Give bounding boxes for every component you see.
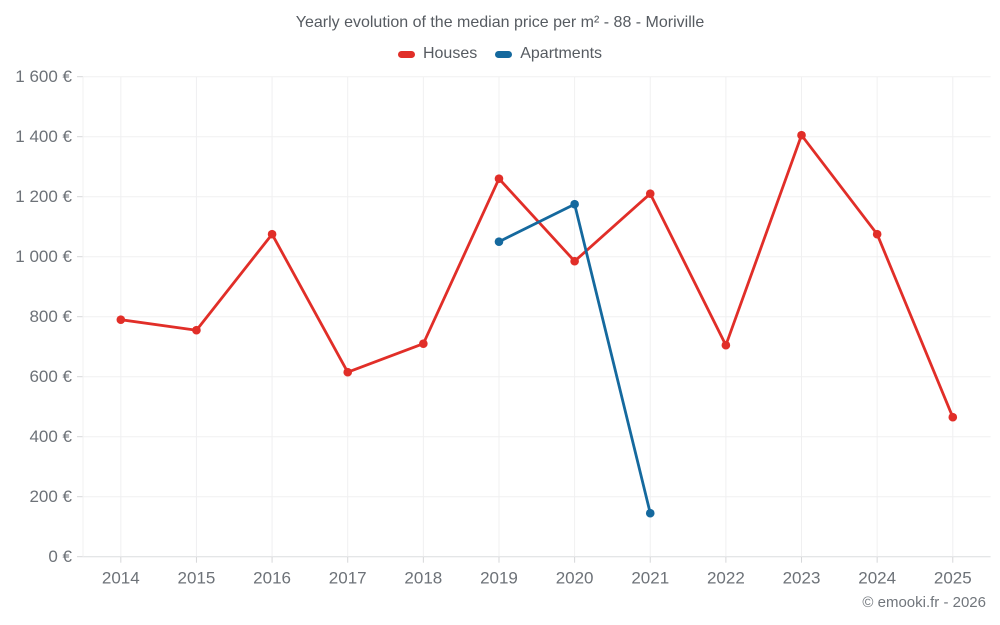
data-point-houses-2016[interactable] bbox=[267, 229, 277, 239]
data-point-houses-2025[interactable] bbox=[948, 412, 958, 422]
y-axis-label: 600 € bbox=[29, 367, 72, 386]
chart-legend: Houses Apartments bbox=[0, 45, 1000, 63]
legend-swatch-houses-icon bbox=[397, 50, 415, 58]
series-line-houses bbox=[119, 133, 955, 419]
data-point-houses-2022[interactable] bbox=[721, 340, 731, 350]
data-point-houses-2019[interactable] bbox=[494, 174, 504, 183]
legend-label-apartments: Apartments bbox=[520, 45, 603, 62]
legend-item-houses[interactable]: Houses bbox=[397, 45, 478, 63]
legend-swatch-apartments-icon bbox=[495, 50, 513, 58]
data-point-houses-2021[interactable] bbox=[645, 189, 655, 198]
data-point-houses-2015[interactable] bbox=[192, 325, 201, 335]
x-axis-label: 2024 bbox=[858, 569, 896, 588]
copyright-text: © emooki.fr - 2026 bbox=[862, 594, 986, 611]
x-axis-label: 2015 bbox=[178, 569, 216, 588]
data-point-houses-2017[interactable] bbox=[343, 367, 353, 377]
x-axis-label: 2018 bbox=[404, 569, 442, 588]
x-axis-label: 2017 bbox=[329, 569, 367, 588]
legend-label-houses: Houses bbox=[422, 45, 478, 62]
data-point-apartments-2019[interactable] bbox=[494, 237, 504, 246]
x-axis-label: 2025 bbox=[934, 569, 972, 588]
y-axis-label: 1 000 € bbox=[15, 247, 72, 266]
y-axis-label: 0 € bbox=[48, 547, 72, 566]
y-axis-label: 800 € bbox=[29, 307, 72, 326]
data-point-houses-2024[interactable] bbox=[872, 229, 882, 239]
y-axis-label: 200 € bbox=[29, 487, 72, 506]
x-axis-label: 2023 bbox=[783, 569, 821, 588]
y-axis-label: 400 € bbox=[29, 427, 72, 446]
data-point-houses-2020[interactable] bbox=[570, 256, 579, 266]
y-axis-label: 1 400 € bbox=[15, 127, 72, 146]
x-axis-label: 2022 bbox=[707, 569, 745, 588]
data-point-houses-2023[interactable] bbox=[797, 130, 806, 140]
data-point-apartments-2020[interactable] bbox=[570, 199, 579, 209]
chart-title: Yearly evolution of the median price per… bbox=[295, 14, 705, 31]
x-axis-label: 2014 bbox=[102, 569, 140, 588]
legend-item-apartments[interactable]: Apartments bbox=[495, 45, 602, 63]
x-axis-label: 2016 bbox=[253, 569, 291, 588]
x-axis-label: 2019 bbox=[480, 569, 518, 588]
x-axis-label: 2021 bbox=[631, 569, 669, 588]
x-axis-label: 2020 bbox=[556, 569, 594, 588]
data-point-houses-2018[interactable] bbox=[419, 339, 428, 349]
data-point-apartments-2021[interactable] bbox=[645, 508, 655, 518]
data-point-houses-2014[interactable] bbox=[116, 315, 126, 325]
y-axis-label: 1 200 € bbox=[15, 187, 72, 206]
y-axis-label: 1 600 € bbox=[15, 67, 72, 86]
